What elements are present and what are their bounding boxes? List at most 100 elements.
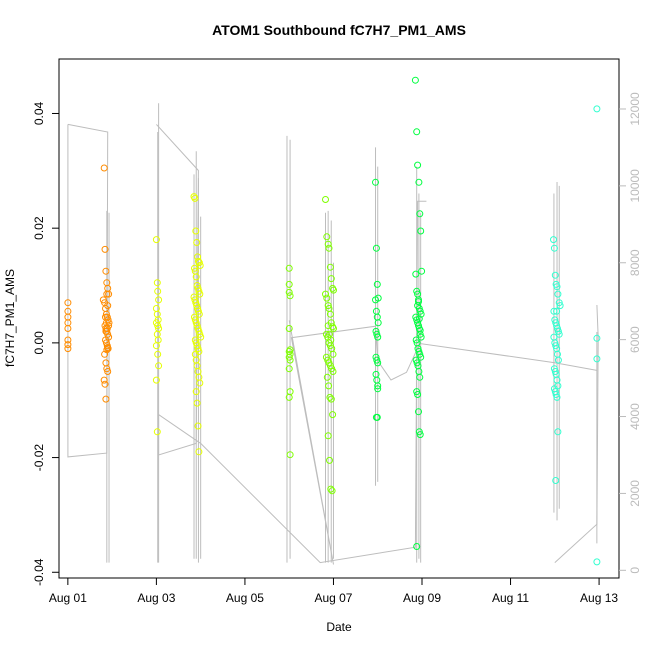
data-point <box>555 330 563 338</box>
data-point <box>593 355 601 363</box>
data-point <box>195 259 203 267</box>
data-point <box>100 376 108 384</box>
data-point <box>64 341 72 349</box>
data-point <box>550 236 557 244</box>
data-point <box>104 302 112 310</box>
x-tick-label: Aug 03 <box>137 591 175 605</box>
data-point <box>285 353 293 361</box>
data-point <box>415 408 422 416</box>
data-point <box>418 267 426 275</box>
data-point <box>593 558 601 566</box>
data-point <box>374 385 382 393</box>
data-point <box>417 227 425 235</box>
y2-tick-label: 0 <box>628 567 642 574</box>
data-point <box>329 350 337 358</box>
data-point <box>373 413 381 421</box>
y-tick-label: -0.02 <box>32 444 46 472</box>
data-point <box>553 307 561 315</box>
y2-tick-label: 4000 <box>628 403 642 430</box>
data-point <box>285 393 293 401</box>
y-axis-label: fC7H7_PM1_AMS <box>3 269 17 367</box>
data-point <box>414 161 422 169</box>
data-point <box>416 326 424 334</box>
data-point <box>415 298 422 306</box>
data-point <box>326 310 334 318</box>
data-point <box>326 263 334 271</box>
data-point <box>192 273 200 281</box>
data-point <box>413 287 421 295</box>
data-point <box>416 350 424 358</box>
data-point <box>104 344 112 351</box>
data-point <box>102 359 110 367</box>
data-point <box>413 543 421 550</box>
data-point <box>417 310 425 318</box>
data-point <box>328 487 336 495</box>
data-point <box>327 395 335 403</box>
y-tick-label: -0.04 <box>32 558 46 586</box>
data-point <box>374 319 382 327</box>
data-point <box>414 302 422 310</box>
data-point <box>196 379 204 387</box>
data-point <box>195 287 203 295</box>
data-point <box>416 330 424 338</box>
x-tick-label: Aug 07 <box>314 591 352 605</box>
data-point <box>325 244 333 252</box>
data-point <box>195 448 203 456</box>
data-point <box>414 391 422 398</box>
data-point <box>416 373 424 381</box>
data-point <box>374 359 382 367</box>
data-point <box>553 393 561 401</box>
data-point <box>374 333 382 341</box>
data-point <box>191 194 199 202</box>
data-point <box>152 342 160 350</box>
data-point <box>154 350 162 358</box>
data-point <box>102 327 110 335</box>
data-point <box>101 245 109 253</box>
data-point <box>153 279 161 287</box>
data-point <box>102 395 110 403</box>
data-point <box>64 299 72 307</box>
y2-tick-label: 10000 <box>628 169 642 203</box>
x-tick-label: Aug 05 <box>226 591 264 605</box>
data-point <box>593 105 601 113</box>
data-point <box>415 178 423 186</box>
data-point <box>551 368 559 375</box>
y2-tick-label: 6000 <box>628 326 642 353</box>
data-point <box>593 334 601 342</box>
data-point <box>285 288 293 296</box>
data-point <box>554 290 562 298</box>
data-point <box>196 290 204 298</box>
data-point <box>152 376 160 384</box>
data-point <box>374 382 382 390</box>
data-point <box>324 240 332 248</box>
data-point <box>155 362 163 370</box>
x-axis: Aug 01 Aug 03 Aug 05 Aug 07 Aug 09 Aug 11 Aug … <box>49 577 618 605</box>
data-point <box>101 380 109 388</box>
data-point <box>192 227 200 235</box>
data-point <box>412 270 420 278</box>
scatter-points <box>64 76 601 566</box>
data-point <box>194 345 202 353</box>
data-point <box>329 411 337 419</box>
data-point <box>286 292 294 300</box>
data-point <box>329 368 337 375</box>
data-point <box>100 164 108 172</box>
x-axis-label: Date <box>326 620 352 634</box>
data-point <box>152 236 160 244</box>
data-point <box>322 196 329 203</box>
data-point <box>412 336 420 344</box>
data-point <box>326 393 334 401</box>
data-point <box>102 267 110 275</box>
y2-tick-label: 12000 <box>628 92 642 126</box>
data-point <box>194 307 202 315</box>
data-point <box>372 296 379 304</box>
data-point <box>330 325 337 332</box>
y2-tick-label: 2000 <box>628 480 642 507</box>
data-point <box>322 290 329 298</box>
data-point <box>194 257 202 265</box>
data-point <box>330 286 337 294</box>
data-point <box>555 299 563 307</box>
data-point <box>550 307 558 315</box>
track-line-4 <box>554 304 599 563</box>
